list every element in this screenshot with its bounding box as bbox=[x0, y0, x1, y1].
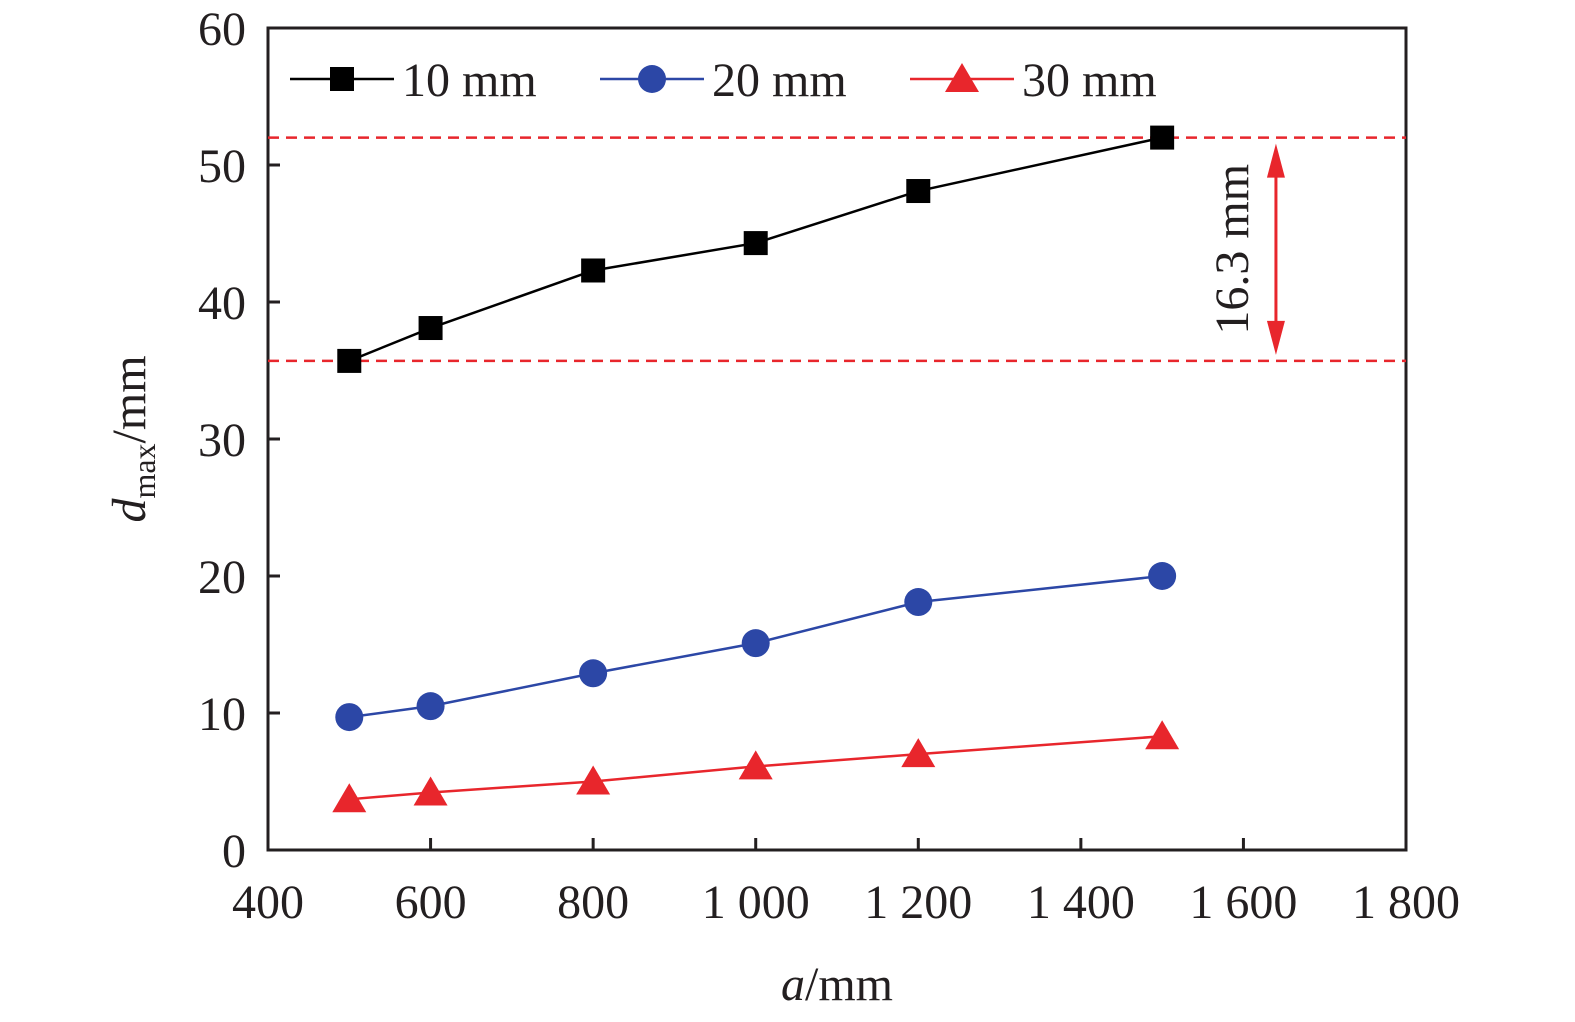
data-point bbox=[901, 738, 936, 768]
legend-marker bbox=[330, 67, 354, 91]
y-axis-ticks: 0 10 20 30 40 50 60 bbox=[198, 3, 280, 878]
y-axis-label-unit: /mm bbox=[103, 355, 156, 443]
y-axis-label: dmax/mm bbox=[103, 355, 162, 522]
data-point bbox=[906, 179, 931, 204]
data-point bbox=[1145, 720, 1180, 750]
data-point bbox=[741, 629, 770, 658]
series-2 bbox=[335, 562, 1177, 732]
x-tick-label: 1 200 bbox=[864, 876, 972, 929]
x-tick-label: 1 000 bbox=[702, 876, 810, 929]
x-axis-label-unit: /mm bbox=[805, 958, 893, 1011]
legend-label: 10 mm bbox=[402, 54, 537, 107]
y-tick-label: 60 bbox=[198, 3, 246, 56]
legend-label: 20 mm bbox=[712, 54, 847, 107]
data-point bbox=[579, 659, 608, 688]
x-tick-label: 800 bbox=[557, 876, 629, 929]
x-tick-label: 1 600 bbox=[1189, 876, 1297, 929]
data-point bbox=[743, 231, 768, 256]
y-tick-label: 50 bbox=[198, 140, 246, 193]
x-axis-label: a/mm bbox=[781, 958, 893, 1011]
x-tick-label: 400 bbox=[232, 876, 304, 929]
data-point bbox=[904, 588, 933, 617]
data-series bbox=[332, 125, 1180, 813]
legend-marker bbox=[638, 65, 666, 93]
y-tick-label: 40 bbox=[198, 277, 246, 330]
arrow-label: 16.3 mm bbox=[1206, 164, 1259, 335]
data-point bbox=[738, 750, 773, 780]
legend-label: 30 mm bbox=[1022, 54, 1157, 107]
y-axis-label-subscript: max bbox=[126, 443, 162, 498]
legend: 10 mm 20 mm 30 mm bbox=[290, 54, 1157, 107]
arrow-head-up bbox=[1266, 143, 1285, 178]
y-tick-label: 10 bbox=[198, 688, 246, 741]
series-3 bbox=[332, 720, 1180, 813]
data-point bbox=[418, 316, 443, 341]
series-line bbox=[348, 136, 1163, 363]
data-point bbox=[1150, 125, 1175, 150]
series-line bbox=[349, 735, 1163, 801]
x-tick-label: 1 800 bbox=[1352, 876, 1460, 929]
y-tick-label: 20 bbox=[198, 551, 246, 604]
data-point bbox=[416, 692, 445, 721]
data-point bbox=[335, 703, 364, 732]
arrow-head-down bbox=[1266, 320, 1285, 355]
x-tick-label: 1 400 bbox=[1027, 876, 1135, 929]
data-point bbox=[1148, 562, 1177, 590]
legend-marker bbox=[945, 63, 979, 92]
annotations: 16.3 mm bbox=[268, 136, 1406, 363]
plot-frame bbox=[266, 26, 1408, 852]
data-point bbox=[337, 348, 362, 373]
x-axis-label-symbol: a bbox=[781, 958, 805, 1011]
series-1 bbox=[337, 125, 1175, 373]
y-tick-label: 30 bbox=[198, 414, 246, 467]
data-point bbox=[581, 258, 606, 283]
data-point bbox=[413, 776, 448, 806]
y-axis-label-symbol: d bbox=[103, 498, 156, 523]
y-tick-label: 0 bbox=[222, 825, 246, 878]
data-point bbox=[332, 783, 367, 813]
data-point bbox=[576, 765, 611, 795]
x-axis-ticks: 400 600 800 1 000 1 200 1 400 1 600 1 800 bbox=[232, 838, 1460, 929]
x-tick-label: 600 bbox=[395, 876, 467, 929]
